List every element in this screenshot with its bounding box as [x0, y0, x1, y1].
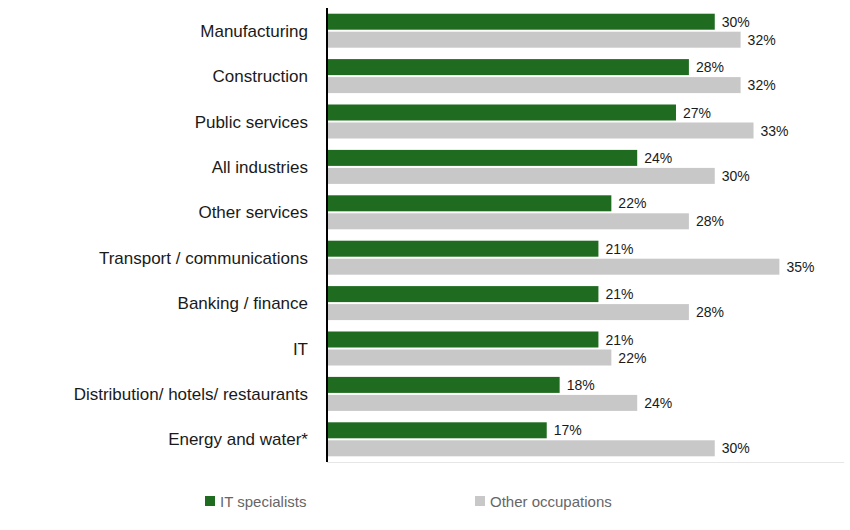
bar	[327, 195, 611, 211]
category-label: Energy and water*	[168, 430, 308, 449]
data-label: 21%	[605, 286, 633, 302]
bar	[327, 440, 715, 456]
category-label: Distribution/ hotels/ restaurants	[74, 385, 308, 404]
data-label: 28%	[696, 59, 724, 75]
legend-label: Other occupations	[490, 493, 612, 510]
data-label: 24%	[644, 150, 672, 166]
data-label: 30%	[722, 440, 750, 456]
data-label: 21%	[605, 332, 633, 348]
bar	[327, 168, 715, 184]
data-label: 32%	[748, 32, 776, 48]
legend-label: IT specialists	[220, 493, 306, 510]
category-label: Other services	[198, 203, 308, 222]
bar	[327, 123, 754, 139]
legend: IT specialists Other occupations	[205, 493, 612, 510]
bars	[327, 14, 779, 457]
bar	[327, 332, 598, 348]
category-label: Transport / communications	[99, 249, 308, 268]
data-label: 21%	[605, 241, 633, 257]
bar	[327, 14, 715, 30]
data-label: 18%	[567, 377, 595, 393]
bar	[327, 213, 689, 229]
bar	[327, 286, 598, 302]
data-label: 32%	[748, 77, 776, 93]
y-axis	[326, 8, 328, 462]
chart-container: Manufacturing 30% 32% Construction 28% 32% Pub…	[0, 0, 850, 530]
x-axis-range	[327, 462, 844, 463]
data-label: 30%	[722, 168, 750, 184]
data-label: 27%	[683, 105, 711, 121]
data-label: 28%	[696, 213, 724, 229]
legend-swatch	[205, 496, 215, 506]
data-label: 22%	[618, 350, 646, 366]
bar	[327, 422, 547, 438]
data-label: 33%	[761, 123, 789, 139]
bar	[327, 32, 741, 48]
data-label: 28%	[696, 304, 724, 320]
category-label: All industries	[212, 158, 308, 177]
bar	[327, 377, 560, 393]
bar	[327, 259, 779, 275]
bar	[327, 105, 676, 121]
legend-swatch	[475, 496, 485, 506]
category-label: Public services	[195, 113, 308, 132]
bar	[327, 77, 741, 93]
chart: Manufacturing 30% 32% Construction 28% 32% Pub…	[0, 0, 850, 530]
bar	[327, 59, 689, 75]
category-label: IT	[293, 340, 308, 359]
bar	[327, 304, 689, 320]
bar	[327, 350, 611, 366]
category-label: Banking / finance	[178, 294, 308, 313]
labels: Manufacturing 30% 32% Construction 28% 32% Pub…	[74, 14, 815, 457]
data-label: 30%	[722, 14, 750, 30]
data-label: 22%	[618, 195, 646, 211]
data-label: 24%	[644, 395, 672, 411]
category-label: Construction	[213, 67, 308, 86]
category-label: Manufacturing	[200, 22, 308, 41]
bar	[327, 241, 598, 257]
data-label: 17%	[554, 422, 582, 438]
data-label: 35%	[786, 259, 814, 275]
bar	[327, 150, 637, 166]
bar	[327, 395, 637, 411]
